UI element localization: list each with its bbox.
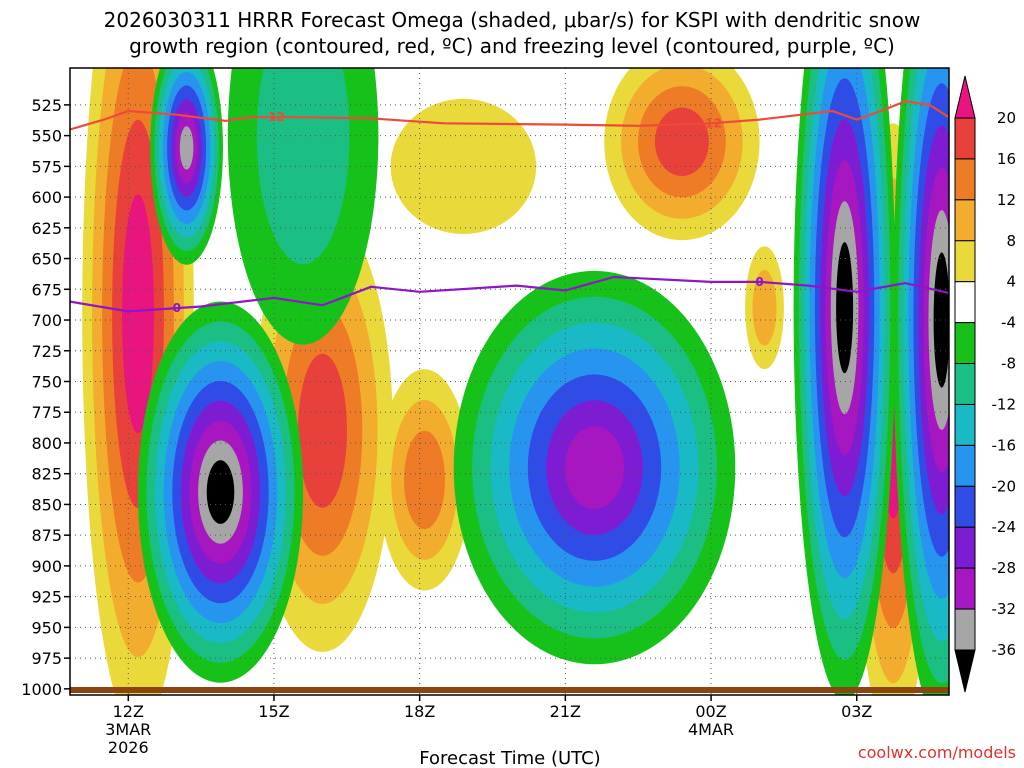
chart-title-line2: growth region (contoured, red, ºC) and f… — [129, 34, 895, 58]
omega-band-neg28 — [564, 426, 625, 509]
x-tick-year: 2026 — [108, 738, 149, 757]
ascent-upper-23z — [604, 68, 760, 241]
y-tick-label: 925 — [31, 588, 62, 607]
freezing-level-label: 0 — [755, 275, 763, 289]
chart-title-line1: 2026030311 HRRR Forecast Omega (shaded, … — [104, 8, 921, 32]
colorbar-label: -16 — [992, 436, 1017, 454]
y-tick-label: 850 — [31, 495, 62, 514]
colorbar-swatch — [954, 444, 976, 487]
colorbar-label: -20 — [992, 477, 1017, 495]
descent-column-02z — [793, 68, 896, 695]
omega-band-pos12 — [404, 430, 445, 530]
x-tick-label: 12Z — [113, 702, 144, 721]
colorbar-label: 12 — [997, 191, 1016, 209]
colorbar-swatch — [954, 485, 976, 528]
freezing-level-line — [70, 275, 949, 313]
ascent-lobe-18z — [378, 369, 471, 591]
y-tick-label: 750 — [31, 373, 62, 392]
omega-band-pos4 — [390, 98, 537, 235]
y-tick-label: 1000 — [21, 680, 62, 699]
contour-lines: -12 -12 0 0 — [70, 100, 949, 315]
colorbar-label: -24 — [992, 518, 1017, 536]
plot-area — [82, 68, 949, 695]
dgz-contour-line — [70, 100, 949, 131]
colorbar-swatch — [954, 608, 976, 651]
colorbar-label: 8 — [1006, 232, 1016, 250]
credit-link[interactable]: coolwx.com/models — [858, 743, 1016, 762]
x-tick-label: 03Z — [841, 702, 872, 721]
colorbar: 20 16 12 8 4 -4 -8 -12 -16 -20 -24 -28 -32 -36 — [954, 75, 1017, 693]
colorbar-label: -8 — [1001, 355, 1016, 373]
colorbar-label: 4 — [1006, 273, 1016, 291]
omega-band-neg36 — [933, 252, 949, 388]
colorbar-label: 20 — [997, 109, 1016, 127]
y-tick-label: 825 — [31, 465, 62, 484]
descent-lower-14z — [137, 301, 304, 683]
omega-band-neg36 — [836, 242, 854, 374]
y-tick-label: 900 — [31, 557, 62, 576]
dgz-contour-label: -12 — [263, 110, 285, 124]
x-tick-label: 00Z — [695, 702, 726, 721]
y-tick-label: 600 — [31, 188, 62, 207]
colorbar-swatch — [954, 158, 976, 201]
colorbar-swatch — [954, 281, 976, 324]
colorbar-swatch — [954, 199, 976, 242]
y-tick-label: 575 — [31, 157, 62, 176]
y-tick-label: 875 — [31, 526, 62, 545]
colorbar-swatch — [954, 403, 976, 446]
colorbar-bottom-arrow — [954, 649, 976, 693]
x-tick-date: 4MAR — [688, 720, 734, 739]
y-tick-label: 550 — [31, 127, 62, 146]
omega-band-pos20 — [122, 194, 154, 434]
descent-column-04z — [893, 68, 949, 695]
y-tick-label: 950 — [31, 618, 62, 637]
ascent-lobe-19z — [390, 98, 537, 235]
descent-upper-13z — [150, 68, 223, 265]
colorbar-swatch — [954, 322, 976, 365]
colorbar-label: 16 — [997, 150, 1016, 168]
y-tick-label: 700 — [31, 311, 62, 330]
x-tick-label: 18Z — [404, 702, 435, 721]
y-tick-label: 800 — [31, 434, 62, 453]
omega-band-neg32 — [179, 126, 194, 170]
x-tick-label: 21Z — [550, 702, 581, 721]
colorbar-swatch — [954, 567, 976, 610]
colorbar-label: -36 — [992, 641, 1017, 659]
x-axis-label: Forecast Time (UTC) — [419, 748, 600, 768]
y-tick-label: 725 — [31, 342, 62, 361]
colorbar-label: -4 — [1001, 314, 1016, 332]
y-tick-label: 675 — [31, 280, 62, 299]
ground-surface — [70, 687, 949, 693]
freezing-level-label: 0 — [173, 301, 181, 315]
x-tick-date: 3MAR — [105, 720, 151, 739]
colorbar-label: -28 — [992, 559, 1017, 577]
y-tick-label: 775 — [31, 403, 62, 422]
colorbar-swatch — [954, 240, 976, 283]
dgz-contour-label: -12 — [700, 116, 722, 130]
y-tick-label: 625 — [31, 219, 62, 238]
colorbar-label: -12 — [992, 395, 1017, 413]
colorbar-label: -32 — [992, 600, 1017, 618]
omega-band-neg36 — [206, 460, 235, 524]
x-tick-label: 15Z — [258, 702, 289, 721]
colorbar-swatch — [954, 526, 976, 569]
y-tick-label: 525 — [31, 96, 62, 115]
omega-band-pos16 — [298, 353, 347, 508]
colorbar-swatch — [954, 363, 976, 405]
y-tick-label: 650 — [31, 250, 62, 269]
descent-lower-22z — [453, 270, 736, 665]
colorbar-swatch — [954, 117, 976, 160]
colorbar-top-arrow — [954, 75, 976, 119]
y-axis: 525 550 575 600 625 650 675 700 725 750 775 800 825 8… — [21, 96, 70, 699]
y-tick-label: 975 — [31, 649, 62, 668]
